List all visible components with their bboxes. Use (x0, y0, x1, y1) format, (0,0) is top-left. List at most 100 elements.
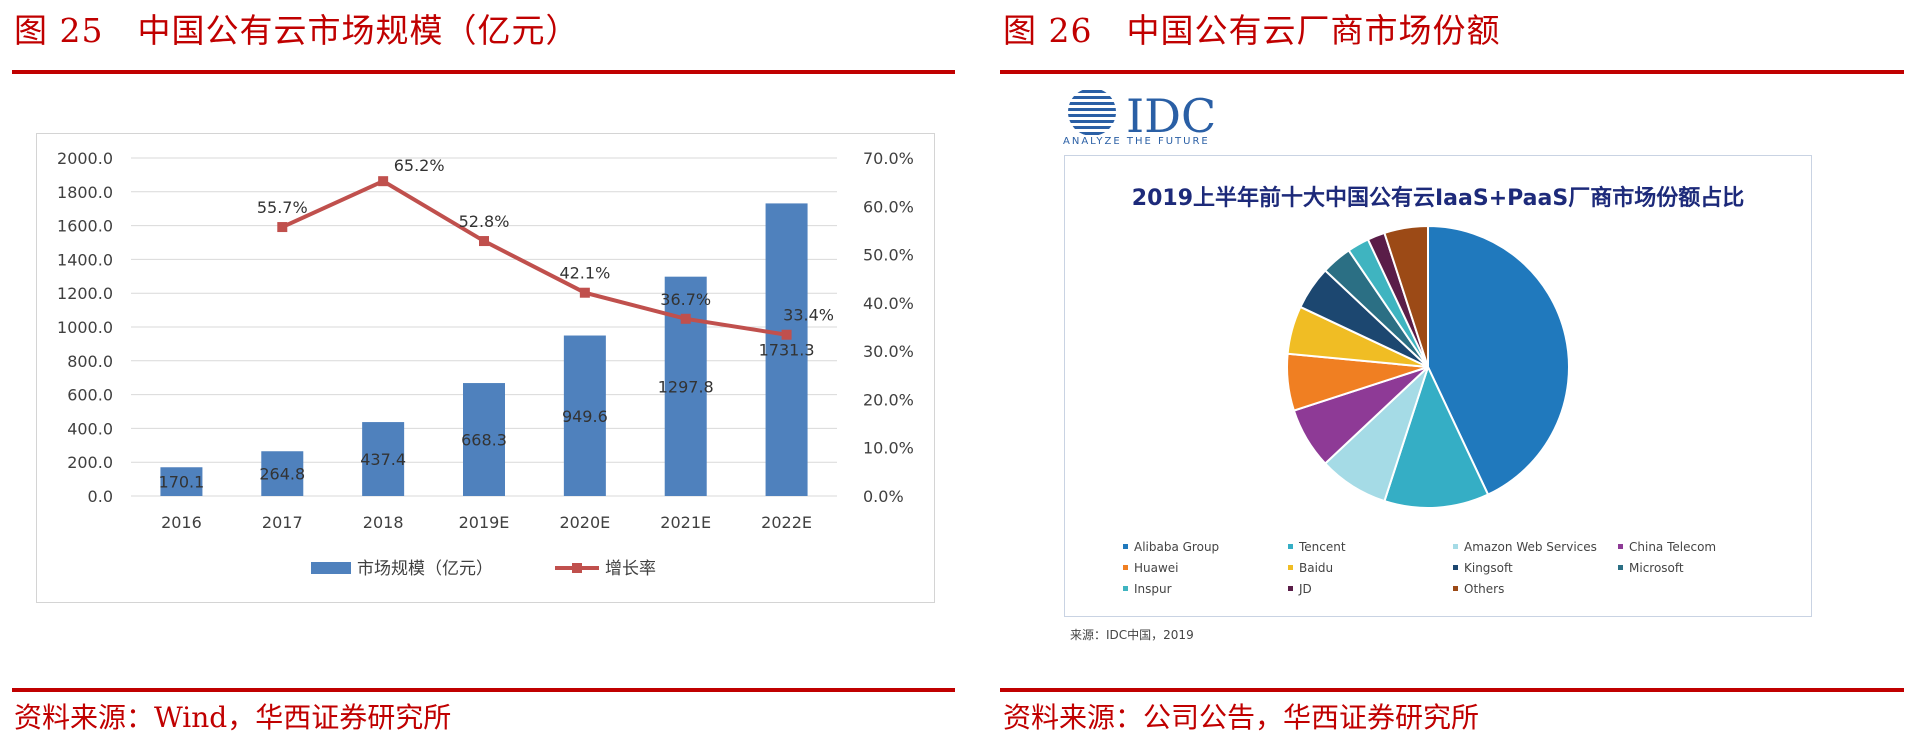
legend-label: Microsoft (1629, 560, 1684, 575)
legend-label: Amazon Web Services (1464, 539, 1597, 554)
y-right-tick-label: 10.0% (863, 439, 914, 458)
legend-swatch (1453, 544, 1458, 549)
pie-chart-svg (1286, 224, 1570, 509)
bar (261, 451, 304, 496)
y-left-tick-label: 1600.0 (57, 217, 113, 236)
idc-logo: IDC (1060, 88, 1220, 152)
legend-swatch (1288, 565, 1293, 570)
legend-label: Baidu (1299, 560, 1334, 575)
y-left-tick-label: 600.0 (67, 386, 113, 405)
line-marker (680, 313, 691, 324)
y-right-tick-label: 0.0% (863, 487, 904, 506)
bar-data-label: 170.1 (159, 473, 205, 492)
bar-line-chart-svg: 2000.0 1800.0 1600.0 1400.0 1200.0 1000.0 800.… (57, 149, 914, 579)
source-note: 资料来源：公司公告，华西证券研究所 (1003, 701, 1480, 734)
line-data-label: 65.2% (394, 156, 445, 175)
idc-logo-text: IDC (1126, 89, 1216, 138)
x-tick-label: 2017 (262, 513, 303, 532)
figure-26-title: 图 26 中国公有云厂商市场份额 (1003, 4, 1500, 52)
pie-chart-frame: 2019上半年前十大中国公有云IaaS+PaaS厂商市场份额占比 Alibaba… (1064, 155, 1812, 617)
pie-slice (1383, 364, 1490, 509)
line-marker (781, 329, 792, 340)
y-left-tick-label: 2000.0 (57, 149, 113, 168)
line-data-label: 36.7% (660, 290, 711, 309)
bar (765, 203, 808, 496)
bar-data-label: 264.8 (259, 465, 305, 484)
bar (463, 383, 505, 496)
bar-data-label: 668.3 (461, 431, 507, 450)
legend-swatch (1123, 586, 1128, 591)
y-left-tick-label: 1000.0 (57, 318, 113, 337)
legend-swatch (1123, 565, 1128, 570)
legend-item: Inspur (1123, 580, 1288, 597)
line-data-label: 42.1% (559, 264, 610, 283)
legend-item: Alibaba Group (1123, 538, 1288, 555)
legend-item: JD (1288, 580, 1453, 597)
legend-swatch (1288, 586, 1293, 591)
legend-label: JD (1299, 581, 1312, 596)
x-tick-label: 2022E (761, 513, 812, 532)
legend-item: Amazon Web Services (1453, 538, 1618, 555)
figure-title-text: 中国公有云市场规模（亿元） (137, 11, 580, 50)
legend-item: Huawei (1123, 559, 1288, 576)
x-tick-label: 2020E (559, 513, 610, 532)
y-right-tick-label: 60.0% (863, 197, 914, 216)
legend-bar-swatch (311, 562, 351, 574)
y-right-tick-label: 40.0% (863, 294, 914, 313)
line-marker (378, 176, 389, 187)
legend-swatch (1618, 565, 1623, 570)
pie-slice (1427, 224, 1570, 496)
idc-tagline: ANALYZE THE FUTURE (1063, 136, 1210, 147)
line-marker (479, 236, 489, 247)
bar (160, 467, 203, 496)
legend-swatch (1453, 586, 1458, 591)
legend-item: Baidu (1288, 559, 1453, 576)
legend-item: Kingsoft (1453, 559, 1618, 576)
legend-item: China Telecom (1618, 538, 1783, 555)
legend-line-label: 增长率 (605, 559, 656, 579)
legend-swatch (1288, 544, 1293, 549)
bar (362, 422, 405, 496)
footer-rule (1000, 688, 1904, 692)
y-left-tick-label: 400.0 (67, 419, 113, 438)
line-marker (277, 222, 288, 233)
legend-label: Inspur (1134, 581, 1172, 596)
y-left-tick-label: 0.0 (88, 487, 113, 506)
pie-slice (1383, 224, 1429, 368)
y-left-tick-label: 1200.0 (57, 284, 113, 303)
y-left-tick-label: 1400.0 (57, 250, 113, 269)
y-left-tick-label: 1800.0 (57, 183, 113, 202)
legend-swatch (1618, 544, 1623, 549)
legend-line-marker (572, 563, 582, 573)
y-right-tick-label: 30.0% (863, 342, 914, 361)
pie-legend: Alibaba Group Tencent Amazon Web Services C… (1123, 538, 1783, 597)
line-marker (579, 287, 590, 298)
legend-swatch (1123, 544, 1128, 549)
bar-data-label: 1731.3 (759, 341, 815, 360)
bar (563, 335, 606, 496)
figure-number: 图 25 (14, 11, 104, 50)
y-left-tick-label: 200.0 (67, 453, 113, 472)
legend-label: Huawei (1134, 560, 1179, 575)
idc-globe-icon: IDC (1068, 89, 1216, 143)
bar-data-label: 1297.8 (658, 377, 714, 396)
legend-label: China Telecom (1629, 539, 1717, 554)
y-right-tick-label: 50.0% (863, 246, 914, 265)
x-tick-label: 2019E (459, 513, 510, 532)
legend-item: Others (1453, 580, 1618, 597)
x-tick-label: 2021E (660, 513, 711, 532)
legend-swatch (1453, 565, 1458, 570)
growth-rate-line (281, 178, 787, 337)
y-left-tick-label: 800.0 (67, 352, 113, 371)
legend-bar-label: 市场规模（亿元） (357, 559, 493, 579)
bar-data-label: 949.6 (562, 407, 608, 426)
source-note: 资料来源：Wind，华西证券研究所 (14, 701, 452, 734)
y-right-tick-label: 70.0% (863, 149, 914, 168)
legend-label: Others (1464, 581, 1505, 596)
legend-item: Microsoft (1618, 559, 1783, 576)
x-tick-label: 2016 (161, 513, 202, 532)
y-right-tick-label: 20.0% (863, 390, 914, 409)
figure-title-text: 中国公有云厂商市场份额 (1126, 11, 1501, 50)
title-rule (1000, 70, 1904, 74)
legend-label: Kingsoft (1464, 560, 1513, 575)
